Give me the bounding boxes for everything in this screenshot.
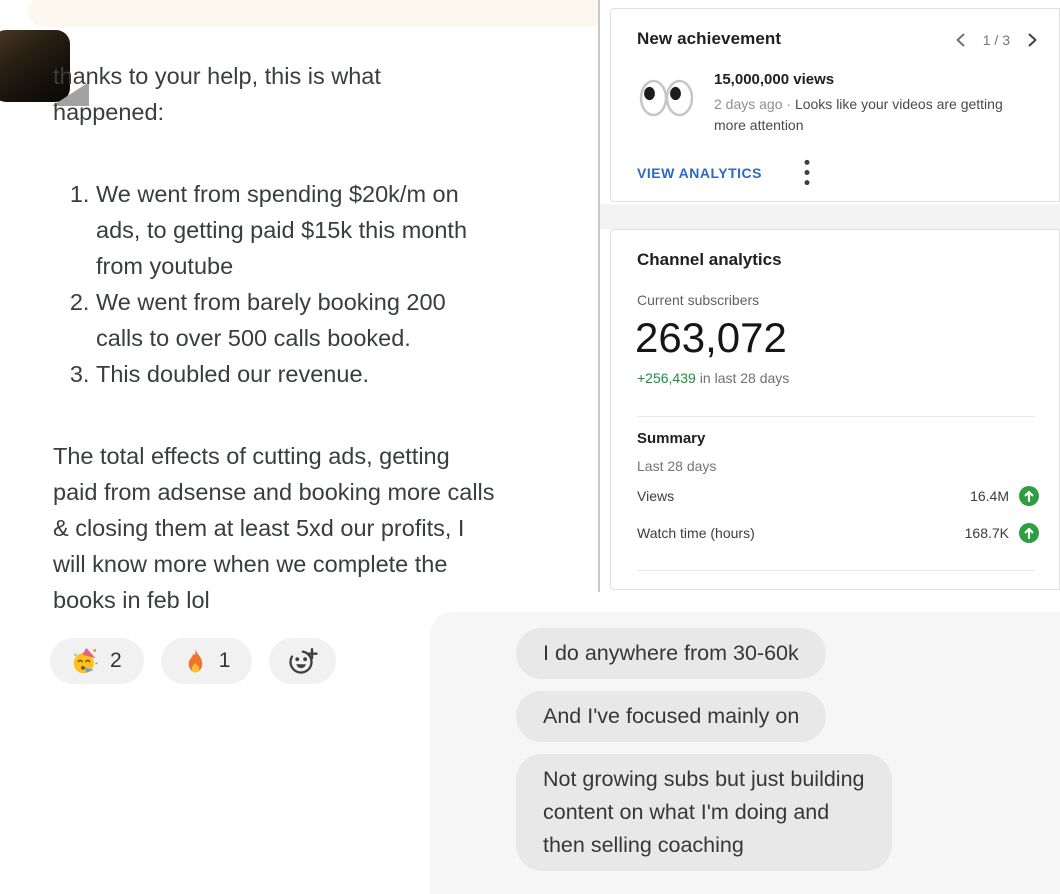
divider (637, 416, 1035, 417)
stat-row-views: Views 16.4M (637, 486, 1039, 506)
channel-analytics-card: Channel analytics Current subscribers 26… (610, 229, 1060, 590)
fire-emoji (188, 648, 202, 672)
add-reaction-icon (289, 648, 319, 674)
view-analytics-button[interactable]: VIEW ANALYTICS (637, 164, 762, 181)
chevron-left-icon (956, 33, 965, 47)
message-body: The total effects of cutting ads, gettin… (53, 443, 495, 613)
reaction-count: 2 (110, 649, 122, 672)
party-face-emoji (73, 647, 98, 673)
more-options-button[interactable] (800, 159, 814, 186)
top-highlight-strip (28, 0, 610, 27)
add-reaction-button[interactable] (269, 638, 337, 684)
pager-next-button[interactable] (1023, 31, 1041, 49)
card-gap (600, 204, 1060, 229)
summary-title: Summary (637, 430, 706, 447)
message-numbered-list: We went from spending $20k/m on ads, to … (53, 176, 573, 392)
message-intro: thanks to your help, this is what happen… (53, 63, 381, 125)
reactions-row: 2 1 (50, 638, 337, 684)
chat-bubble: I do anywhere from 30-60k (516, 628, 826, 679)
summary-period: Last 28 days (637, 458, 717, 474)
achievement-actions: VIEW ANALYTICS (637, 159, 814, 186)
divider (637, 570, 1035, 571)
achievement-description: 2 days ago · Looks like your videos are … (714, 94, 1054, 136)
reaction-count: 1 (218, 649, 231, 672)
stat-value: 168.7K (964, 525, 1009, 541)
list-item: We went from spending $20k/m on ads, to … (96, 176, 573, 284)
pager-position: 1 / 3 (982, 32, 1010, 48)
stat-value: 16.4M (970, 488, 1009, 504)
achievement-title: New achievement (637, 29, 782, 48)
eyes-emoji (639, 75, 695, 126)
subscribers-label: Current subscribers (637, 292, 760, 308)
delta-value: +256,439 (637, 370, 696, 386)
reaction-party-pill[interactable]: 2 (50, 638, 144, 684)
message-text-block: thanks to your help, this is what happen… (53, 58, 573, 618)
achievement-message: Looks like your videos are getting more … (714, 96, 1003, 133)
youtube-studio-panel: New achievement 1 / 3 (598, 0, 1060, 592)
achievement-views: 15,000,000 views (714, 71, 835, 88)
list-item: We went from barely booking 200 calls to… (96, 284, 573, 356)
trend-up-icon (1019, 486, 1039, 506)
achievement-time: 2 days ago (714, 96, 783, 112)
reaction-fire-pill[interactable]: 1 (160, 638, 253, 684)
dot-separator: · (786, 96, 792, 112)
achievement-pager: 1 / 3 (952, 31, 1041, 49)
trend-up-icon (1019, 523, 1039, 543)
chevron-right-icon (1028, 33, 1037, 47)
pager-prev-button[interactable] (952, 31, 970, 49)
achievement-info: 15,000,000 views 2 days ago · Looks like… (714, 71, 1054, 136)
subscribers-count: 263,072 (635, 314, 787, 361)
chat-bubble: Not growing subs but just building conte… (516, 754, 892, 871)
chat-bubble: And I've focused mainly on (516, 691, 827, 742)
delta-suffix: in last 28 days (699, 370, 790, 386)
dm-chat-panel: I do anywhere from 30-60k And I've focus… (430, 612, 1060, 894)
stat-label: Watch time (hours) (637, 525, 755, 541)
achievement-card: New achievement 1 / 3 (610, 8, 1060, 202)
analytics-title: Channel analytics (637, 250, 782, 269)
stat-row-watch-time: Watch time (hours) 168.7K (637, 523, 1039, 543)
panel-left-border (598, 0, 600, 592)
stat-label: Views (637, 488, 675, 504)
subscribers-delta: +256,439 in last 28 days (637, 370, 789, 386)
avatar-corner-triangle (52, 82, 89, 106)
list-item: This doubled our revenue. (96, 356, 573, 392)
kebab-menu-icon (804, 159, 810, 186)
